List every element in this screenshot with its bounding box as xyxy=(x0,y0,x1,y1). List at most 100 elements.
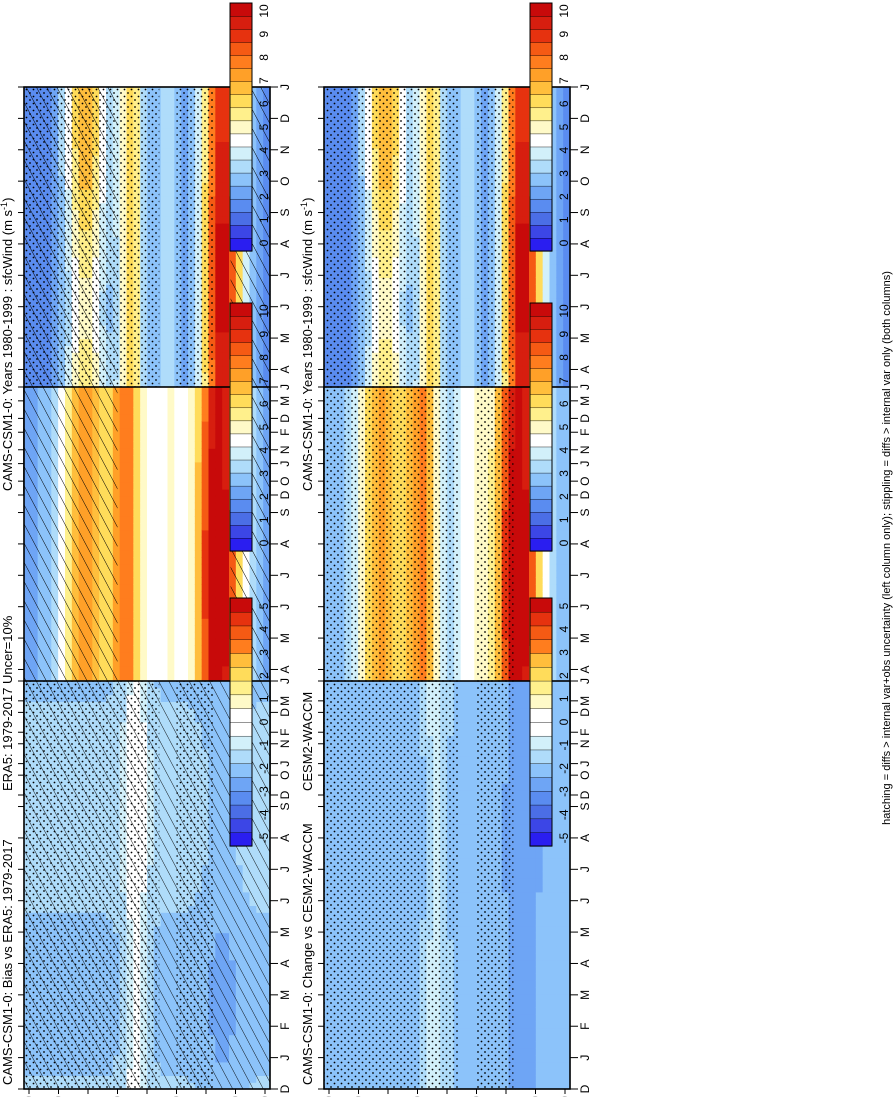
heatmap-cell xyxy=(194,557,203,565)
heatmap-cell xyxy=(140,387,148,395)
heatmap-cell xyxy=(160,365,169,374)
heatmap-cell xyxy=(119,591,128,599)
heatmap-cell xyxy=(222,434,230,442)
heatmap-cell xyxy=(201,523,210,531)
heatmap-cell xyxy=(119,482,128,490)
heatmap-cell xyxy=(126,495,134,504)
heatmap-cell xyxy=(222,195,230,204)
heatmap-cell xyxy=(126,577,134,585)
heatmap-cell xyxy=(140,441,148,449)
heatmap-cell xyxy=(181,455,189,463)
heatmap-cell xyxy=(153,482,162,490)
heatmap-cell xyxy=(160,570,169,578)
heatmap-cell xyxy=(160,475,169,483)
heatmap-cell xyxy=(208,570,216,578)
heatmap-cell xyxy=(188,543,196,551)
heatmap-cell xyxy=(215,195,223,204)
heatmap-cell xyxy=(133,563,141,572)
heatmap-cell xyxy=(201,618,210,626)
heatmap-cell xyxy=(215,468,223,476)
heatmap-cell xyxy=(215,134,223,142)
heatmap-cell xyxy=(126,461,134,470)
heatmap-cell xyxy=(119,414,128,422)
heatmap-cell xyxy=(147,509,155,517)
heatmap-cell xyxy=(160,604,169,612)
heatmap-cell xyxy=(194,407,203,415)
heatmap-cell xyxy=(215,536,223,544)
heatmap-cell xyxy=(140,468,148,476)
heatmap-cell xyxy=(188,468,196,476)
heatmap-cell xyxy=(153,665,162,674)
heatmap-cell xyxy=(119,523,128,531)
heatmap-cell xyxy=(140,427,148,436)
heatmap-cell xyxy=(167,379,175,387)
heatmap-cell xyxy=(215,352,223,360)
heatmap-cell xyxy=(215,550,223,558)
heatmap-cell xyxy=(167,550,175,558)
heatmap-cell xyxy=(126,611,134,619)
heatmap-cell xyxy=(215,516,223,524)
heatmap-cell xyxy=(140,570,148,578)
heatmap-cell xyxy=(222,338,230,346)
heatmap-cell xyxy=(174,400,182,408)
heatmap-cell xyxy=(119,652,128,660)
heatmap-cell xyxy=(188,387,196,395)
heatmap-cell xyxy=(215,107,223,115)
heatmap-cell xyxy=(147,557,155,565)
heatmap-cell xyxy=(174,557,182,565)
heatmap-cell xyxy=(215,257,223,265)
heatmap-cell xyxy=(140,557,148,565)
panels-layer: DJFMAMJJASONDJ8060°N20020°S6080CAMS-CSM1… xyxy=(0,84,592,1097)
heatmap-cell xyxy=(160,455,169,463)
heatmap-cell xyxy=(201,536,210,544)
heatmap-cell xyxy=(167,257,175,265)
heatmap-cell xyxy=(194,563,203,572)
heatmap-cell xyxy=(222,597,230,606)
heatmap-cell xyxy=(215,604,223,612)
heatmap-cell xyxy=(133,475,141,483)
heatmap-cell xyxy=(208,523,216,531)
heatmap-cell xyxy=(174,502,182,510)
heatmap-cell xyxy=(188,618,196,626)
heatmap-cell xyxy=(140,577,148,585)
heatmap-cell xyxy=(208,475,216,483)
heatmap-cell xyxy=(201,434,210,442)
heatmap-cell xyxy=(167,114,175,122)
heatmap-cell xyxy=(147,618,155,626)
heatmap-cell xyxy=(222,448,230,456)
heatmap-cell xyxy=(215,638,223,646)
heatmap-cell xyxy=(174,591,182,599)
heatmap-cell xyxy=(222,365,230,374)
heatmap-cell xyxy=(167,175,175,183)
heatmap-cell xyxy=(201,529,210,538)
heatmap-cell xyxy=(153,645,162,653)
heatmap-cell xyxy=(119,645,128,653)
heatmap-cell xyxy=(153,557,162,565)
heatmap-cell xyxy=(208,393,216,402)
heatmap-cell xyxy=(167,577,175,585)
heatmap-cell xyxy=(222,141,230,149)
heatmap-cell xyxy=(147,625,155,633)
heatmap-cell xyxy=(160,277,169,285)
heatmap-cell xyxy=(160,127,169,136)
month-label: J xyxy=(278,604,292,610)
heatmap-cell xyxy=(153,495,162,504)
heatmap-cell xyxy=(167,557,175,565)
heatmap-cell xyxy=(147,482,155,490)
heatmap-cell xyxy=(147,604,155,612)
heatmap-cell xyxy=(208,421,216,429)
heatmap-cell xyxy=(160,297,169,306)
heatmap-cell xyxy=(188,659,196,667)
heatmap-cell xyxy=(167,665,175,674)
heatmap-cell xyxy=(119,502,128,510)
heatmap-cell xyxy=(147,570,155,578)
heatmap-cell xyxy=(215,100,223,108)
heatmap-cell xyxy=(160,387,169,395)
heatmap-cell xyxy=(160,645,169,653)
heatmap-cell xyxy=(174,414,182,422)
heatmap-cell xyxy=(188,482,196,490)
heatmap-cell xyxy=(140,407,148,415)
heatmap-cell xyxy=(133,550,141,558)
heatmap-cell xyxy=(160,155,169,163)
heatmap-cell xyxy=(160,672,169,680)
